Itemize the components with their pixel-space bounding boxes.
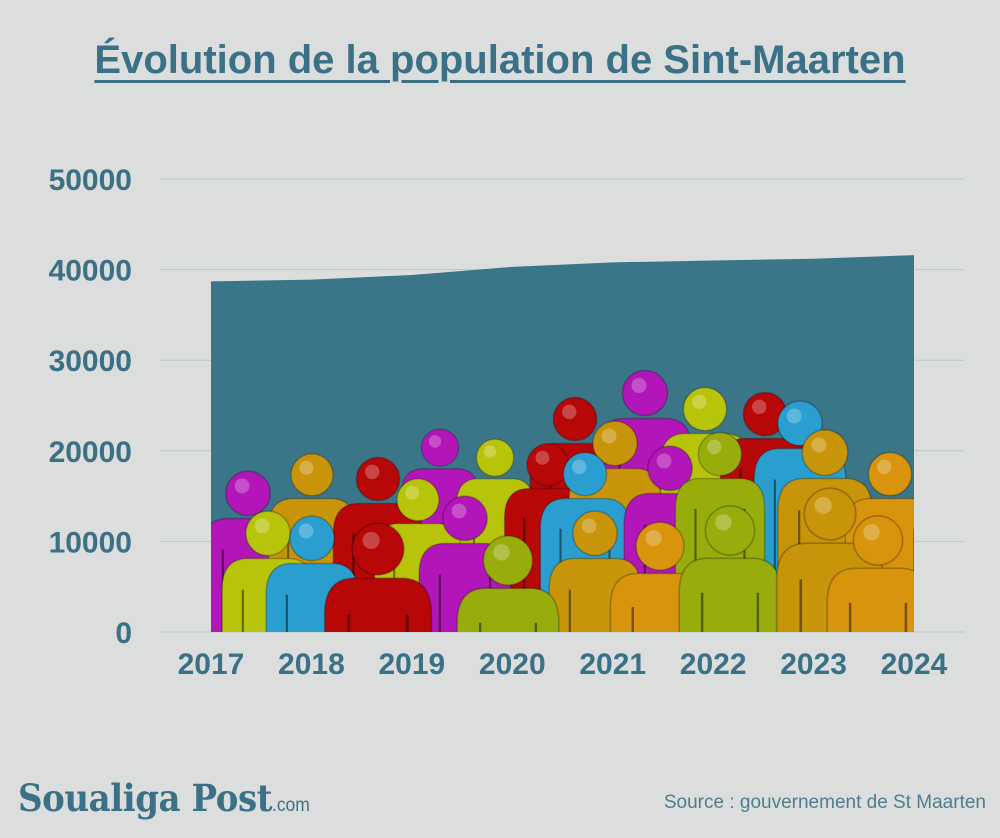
x-tick-label: 2022: [680, 648, 747, 681]
x-tick-label: 2023: [780, 648, 847, 681]
x-tick-label: 2017: [178, 648, 245, 681]
person-figure: [826, 515, 914, 632]
x-tick-label: 2018: [278, 648, 345, 681]
y-tick-label: 30000: [49, 345, 132, 378]
people-crowd-icon: [211, 369, 914, 632]
x-tick-label: 2020: [479, 648, 546, 681]
x-tick-label: 2019: [378, 648, 445, 681]
source-note: Source : gouvernement de St Maarten: [663, 792, 986, 813]
y-tick-label: 10000: [49, 526, 132, 559]
y-tick-label: 20000: [49, 436, 132, 469]
x-tick-label: 2024: [881, 648, 948, 681]
chart-title: Évolution de la population de Sint-Maart…: [94, 38, 906, 82]
y-tick-label: 40000: [49, 255, 132, 288]
x-axis-ticks: 2017 2018 2019 2020 2021 2022 2023 2024: [178, 648, 948, 681]
y-tick-label: 50000: [49, 164, 132, 197]
y-axis-ticks: 0 10000 20000 30000 40000 50000: [49, 164, 132, 650]
person-figure: [456, 535, 560, 632]
x-tick-label: 2021: [579, 648, 646, 681]
y-tick-label: 0: [115, 617, 132, 650]
soualiga-post-logo: Soualiga Post.com: [18, 776, 310, 820]
person-figure: [323, 522, 433, 632]
